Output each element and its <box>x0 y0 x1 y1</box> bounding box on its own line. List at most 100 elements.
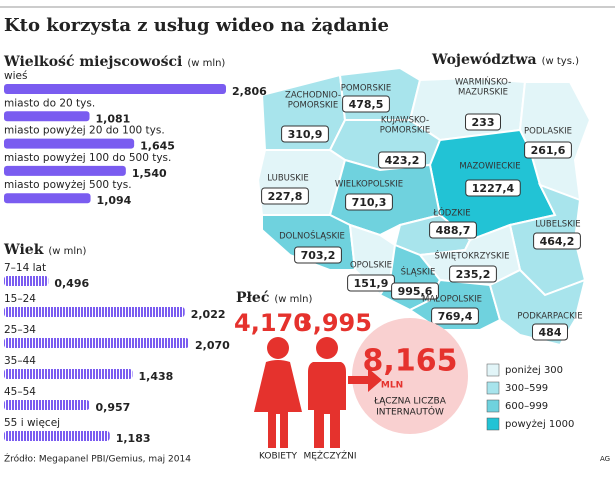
region-name: PODKARPACKIE <box>517 312 582 322</box>
man-icon <box>308 337 346 448</box>
region-name: OPOLSKIE <box>350 261 392 271</box>
legend-label: powyżej 1000 <box>505 419 574 430</box>
total-unit: MLN <box>381 381 403 391</box>
title: Kto korzysta z usług wideo na żądanie <box>4 15 389 36</box>
woman-icon <box>254 337 302 448</box>
total-value: 8,165 <box>363 344 458 379</box>
bar <box>4 400 90 410</box>
category-label: miasto powyżej 500 tys. <box>4 179 132 191</box>
category-label: 7–14 lat <box>4 262 46 274</box>
category-label: 45–54 <box>4 386 36 398</box>
legend-swatch <box>486 399 500 413</box>
total-circle <box>352 318 468 434</box>
value-box <box>391 282 439 300</box>
region-name: POMORSKIE <box>380 126 431 136</box>
legend-swatch <box>486 417 500 431</box>
value-box <box>342 95 390 113</box>
region-name: POMORSKIE <box>288 101 339 111</box>
women-value: 4,170 <box>234 309 310 337</box>
category-label: miasto powyżej 100 do 500 tys. <box>4 152 171 164</box>
region-name: MAŁOPOLSKIE <box>422 295 482 305</box>
value-box <box>532 323 568 341</box>
region-value: 227,8 <box>268 190 303 203</box>
bar <box>4 193 91 204</box>
section-title: Wielkość miejscowości <box>3 54 182 70</box>
section-title: Płeć <box>236 290 269 306</box>
value-label: 1,438 <box>139 370 174 383</box>
men-value: 3,995 <box>296 309 372 337</box>
women-label: KOBIETY <box>259 452 298 462</box>
region-name: LUBUSKIE <box>267 174 308 184</box>
region-value: 488,7 <box>436 224 471 237</box>
region-value: 151,9 <box>354 277 389 290</box>
region-value: 478,5 <box>349 98 384 111</box>
category-label: 15–24 <box>4 293 36 305</box>
men-label: MĘŻCZYŹNI <box>303 450 356 462</box>
value-box <box>465 179 521 197</box>
region-value: 423,2 <box>385 154 420 167</box>
category-label: 35–44 <box>4 355 36 367</box>
arrow <box>348 368 382 392</box>
bar <box>4 338 189 348</box>
bar <box>4 276 49 286</box>
category-label: wieś <box>4 70 27 82</box>
total-label: INTERNAUTÓW <box>376 406 444 418</box>
value-box <box>281 125 329 143</box>
value-label: 1,081 <box>96 112 131 125</box>
source: Źródło: Megapanel PBI/Gemius, maj 2014 <box>4 453 191 465</box>
value-box <box>261 187 309 205</box>
legend-swatch <box>486 363 500 377</box>
value-box <box>294 246 342 264</box>
region-value: 703,2 <box>301 249 336 262</box>
credit: AG <box>600 455 610 463</box>
region-value: 310,9 <box>288 128 323 141</box>
value-box <box>465 113 501 131</box>
map: ZACHODNIO-POMORSKIE310,9POMORSKIE478,5WA… <box>256 66 592 431</box>
region-name: DOLNOŚLĄSKIE <box>279 230 345 242</box>
bar <box>4 431 110 441</box>
category-label: miasto do 20 tys. <box>4 97 95 109</box>
region-value: 769,4 <box>438 310 473 323</box>
section-unit: (w mln) <box>48 246 86 257</box>
bar <box>4 165 126 176</box>
region-name: PODLASKIE <box>524 127 572 137</box>
region-name: POMORSKIE <box>341 84 392 94</box>
bar <box>4 369 133 379</box>
value-label: 1,183 <box>116 432 151 445</box>
legend-label: poniżej 300 <box>505 365 563 376</box>
region-value: 1227,4 <box>472 182 515 195</box>
region-name: ŚWIĘTOKRZYSKIE <box>435 250 510 262</box>
bar <box>4 138 135 149</box>
region-name: ZACHODNIO- <box>285 91 341 101</box>
bar <box>4 307 185 317</box>
value-label: 0,496 <box>54 277 89 290</box>
value-label: 1,645 <box>140 140 175 153</box>
section-unit: (w mln) <box>187 58 225 69</box>
value-label: 2,070 <box>195 339 230 352</box>
region-name: WARMIŃSKO- <box>455 76 511 88</box>
region-value: 235,2 <box>456 268 491 281</box>
category-label: 55 i więcej <box>4 417 60 429</box>
region-name: MAZOWIECKIE <box>459 162 520 172</box>
category-label: 25–34 <box>4 324 36 336</box>
region-name: MAZURSKIE <box>458 88 508 98</box>
region-value: 995,6 <box>398 285 433 298</box>
region-name: ŁÓDZKIE <box>432 207 470 219</box>
region-name: ŚLĄSKIE <box>401 266 436 278</box>
region-value: 710,3 <box>352 196 387 209</box>
value-box <box>345 193 393 211</box>
region-name: WIELKOPOLSKIE <box>335 180 403 190</box>
region-name: LUBELSKIE <box>535 220 580 230</box>
legend-swatch <box>486 381 500 395</box>
total-label: ŁĄCZNA LICZBA <box>373 397 447 407</box>
section-unit: (w tys.) <box>542 56 579 67</box>
region-name: KUJAWSKO- <box>381 116 429 126</box>
bar <box>4 111 90 122</box>
value-box <box>524 141 572 159</box>
category-label: miasto powyżej 20 do 100 tys. <box>4 125 165 137</box>
legend-label: 600–999 <box>505 401 548 412</box>
bar <box>4 84 226 94</box>
value-box <box>378 151 426 169</box>
